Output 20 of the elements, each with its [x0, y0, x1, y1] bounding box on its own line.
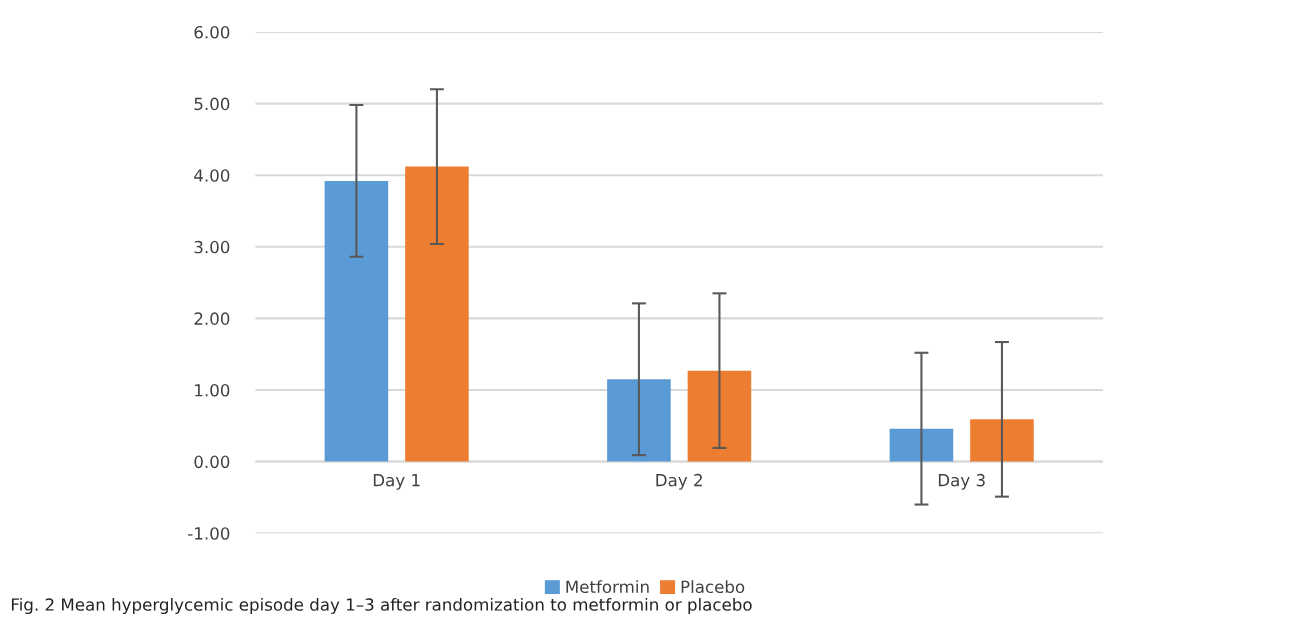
- legend-label: Placebo: [681, 580, 745, 594]
- y-tick-label: 4.00: [194, 169, 230, 182]
- x-tick-label: Day 1: [373, 474, 420, 490]
- bar: [970, 419, 1034, 462]
- bar: [889, 428, 954, 462]
- y-tick-label: 2.00: [194, 312, 230, 325]
- bar: [687, 370, 752, 462]
- caption: Fig. 2 Mean hyperglycemic episode day 1–3 after randomization to metformin or placebo: [11, 597, 752, 615]
- x-tick-label: Day 3: [938, 473, 985, 490]
- y-tick-label: 0.00: [194, 455, 230, 469]
- bar: [607, 379, 671, 462]
- bar: [324, 180, 389, 462]
- bar: [405, 166, 469, 462]
- y-tick-label: 1.00: [195, 383, 230, 397]
- y-tick-label: -1.00: [188, 527, 230, 540]
- y-tick-label: 6.00: [194, 25, 230, 39]
- y-tick-label: 3.00: [194, 240, 230, 254]
- y-tick-label: 5.00: [194, 97, 230, 111]
- x-tick-label: Day 2: [656, 473, 702, 490]
- legend-label: Metformin: [566, 580, 649, 594]
